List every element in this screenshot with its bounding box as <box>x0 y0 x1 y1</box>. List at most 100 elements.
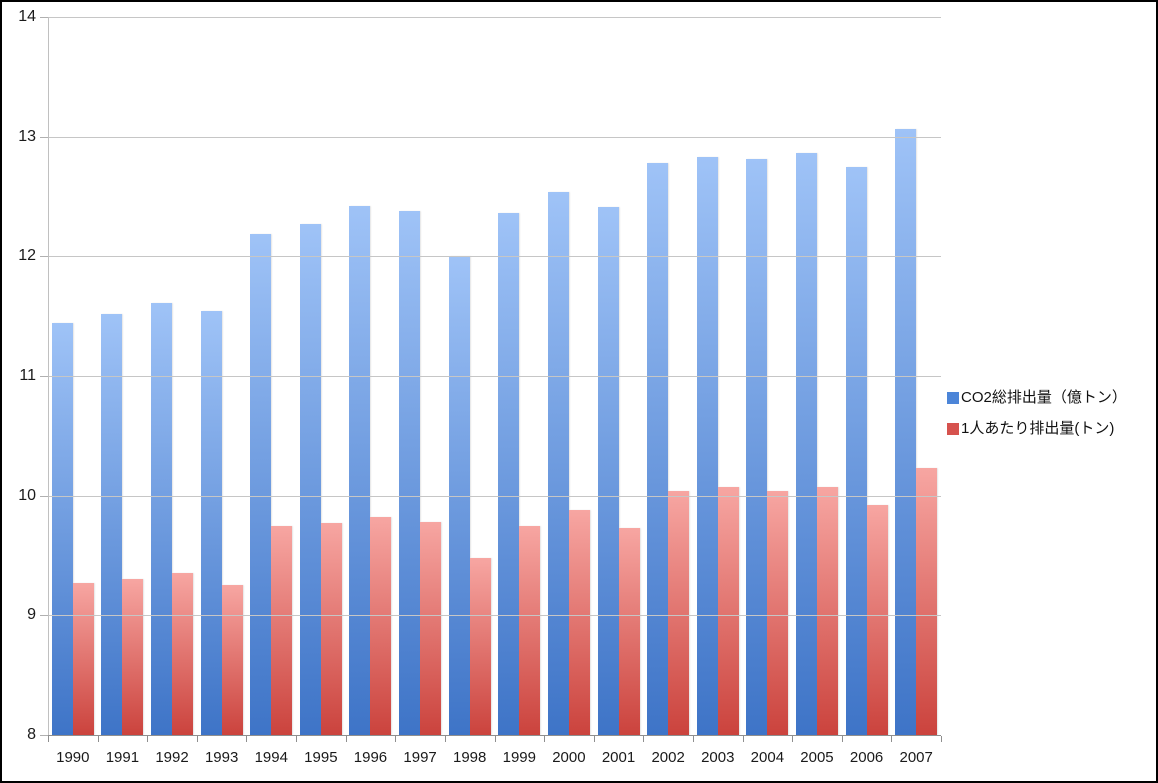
x-axis-tick-9 <box>494 736 496 742</box>
x-axis-label-2001: 2001 <box>601 749 636 766</box>
bar-per-capita-2003 <box>717 487 739 735</box>
x-axis-tick-0 <box>48 736 49 742</box>
bar-co2-total-2002 <box>647 162 669 735</box>
x-axis-label-1995: 1995 <box>304 749 338 766</box>
bar-per-capita-1997 <box>420 521 442 735</box>
bar-co2-total-2003 <box>696 157 718 735</box>
x-axis-tick-6 <box>345 736 347 742</box>
x-axis-label-1999: 1999 <box>502 749 536 766</box>
y-tick-11 <box>40 376 48 377</box>
x-axis-tick-4 <box>246 736 248 742</box>
bar-co2-total-1997 <box>399 210 421 735</box>
x-axis-tick-3 <box>196 736 198 742</box>
y-axis-label-14: 14 <box>18 8 36 25</box>
y-tick-8 <box>40 735 48 736</box>
x-axis-tick-13 <box>692 736 694 742</box>
x-axis-label-1992: 1992 <box>155 749 189 766</box>
legend-item-co2-total: CO2総排出量（億トン） <box>947 389 1127 406</box>
bar-per-capita-1998 <box>469 557 491 735</box>
gridline-y-10 <box>48 495 941 497</box>
x-axis-tick-15 <box>792 736 794 742</box>
gridline-y-11 <box>48 376 941 377</box>
bar-co2-total-1996 <box>349 206 371 735</box>
x-axis-label-2002: 2002 <box>651 749 685 766</box>
y-axis-label-12: 12 <box>18 247 36 265</box>
bar-co2-total-1993 <box>200 311 222 735</box>
bar-per-capita-1999 <box>519 525 541 735</box>
x-axis-line <box>48 735 941 736</box>
x-axis-tick-12 <box>643 736 645 742</box>
legend-item-per-capita: 1人あたり排出量(トン) <box>947 420 1127 437</box>
x-axis-label-2003: 2003 <box>701 749 735 766</box>
bar-per-capita-2007 <box>916 468 938 735</box>
x-axis-tick-8 <box>444 736 446 742</box>
bar-per-capita-1991 <box>122 579 144 735</box>
x-axis-label-1993: 1993 <box>204 749 239 766</box>
bar-per-capita-2000 <box>568 510 590 735</box>
bar-co2-total-2001 <box>597 207 619 735</box>
bar-co2-total-1995 <box>299 224 321 735</box>
bar-co2-total-2007 <box>895 129 917 735</box>
legend-label-co2-total: CO2総排出量（億トン） <box>961 389 1127 406</box>
x-axis-label-2006: 2006 <box>849 749 884 766</box>
bar-per-capita-2005 <box>816 487 838 735</box>
gridline-y-13 <box>48 136 941 138</box>
x-axis-label-2005: 2005 <box>800 749 834 766</box>
gridline-y-12 <box>48 256 941 258</box>
y-tick-12 <box>40 256 48 258</box>
x-axis-tick-5 <box>296 736 298 742</box>
y-tick-10 <box>40 495 48 497</box>
x-axis-label-2007: 2007 <box>899 749 933 766</box>
bar-co2-total-2000 <box>547 191 569 735</box>
x-axis-tick-7 <box>395 736 397 742</box>
bar-co2-total-2006 <box>845 166 867 735</box>
bar-co2-total-1991 <box>101 313 123 735</box>
bar-co2-total-1994 <box>250 233 272 735</box>
bar-per-capita-1993 <box>221 585 243 735</box>
legend: CO2総排出量（億トン） 1人あたり排出量(トン) <box>947 389 1127 451</box>
x-axis-tick-16 <box>841 736 843 742</box>
gridline-y-9 <box>48 615 941 617</box>
x-axis-tick-10 <box>544 736 546 742</box>
bar-co2-total-2004 <box>746 159 768 735</box>
x-axis-tick-1 <box>97 736 99 742</box>
legend-label-per-capita: 1人あたり排出量(トン) <box>961 420 1115 437</box>
x-axis-tick-17 <box>891 736 893 742</box>
x-axis-label-1998: 1998 <box>453 749 487 766</box>
bar-per-capita-1990 <box>72 583 94 735</box>
bar-per-capita-2006 <box>866 505 888 735</box>
bar-per-capita-1992 <box>172 573 194 735</box>
x-axis-label-2004: 2004 <box>750 749 785 766</box>
x-axis-tick-2 <box>147 736 149 742</box>
gridline-y-14 <box>48 17 941 18</box>
bar-per-capita-2002 <box>668 490 690 735</box>
x-axis-label-1997: 1997 <box>403 749 437 766</box>
x-axis-tick-18 <box>941 736 942 742</box>
x-axis-tick-11 <box>593 736 595 742</box>
y-axis-label-13: 13 <box>18 127 36 145</box>
y-axis-label-8: 8 <box>27 726 36 743</box>
legend-swatch-blue <box>947 391 959 404</box>
legend-swatch-red <box>947 422 959 435</box>
x-axis-label-1994: 1994 <box>254 749 288 766</box>
bar-per-capita-2001 <box>618 527 640 735</box>
y-axis-line <box>48 17 49 740</box>
bar-co2-total-2005 <box>795 153 817 735</box>
bar-co2-total-1990 <box>51 323 73 735</box>
x-axis-label-2000: 2000 <box>552 749 586 766</box>
x-axis-label-1990: 1990 <box>56 749 90 766</box>
y-axis-label-11: 11 <box>19 367 36 384</box>
bar-per-capita-1996 <box>370 517 392 735</box>
y-axis-label-9: 9 <box>27 606 36 624</box>
x-axis-tick-14 <box>742 736 744 742</box>
y-axis-label-10: 10 <box>18 486 36 504</box>
y-tick-14 <box>40 17 48 18</box>
y-tick-13 <box>40 136 48 138</box>
bar-per-capita-2004 <box>767 490 789 735</box>
y-tick-9 <box>40 615 48 617</box>
x-axis-label-1991: 1991 <box>105 749 140 766</box>
bar-per-capita-1995 <box>320 523 342 735</box>
bar-per-capita-1994 <box>271 525 293 735</box>
bar-co2-total-1992 <box>151 303 173 735</box>
